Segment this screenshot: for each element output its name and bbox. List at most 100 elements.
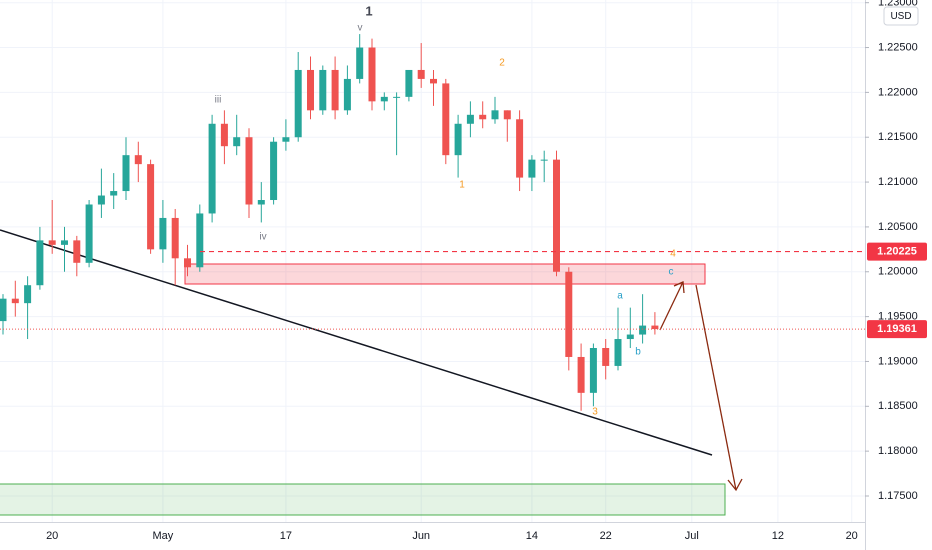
candle-body (479, 114, 487, 120)
y-tick-label: 1.18000 (878, 445, 918, 457)
wave-label: a (617, 291, 623, 302)
candle-body (393, 96, 401, 98)
x-tick-label: 20 (846, 530, 858, 542)
candle-body (503, 110, 511, 120)
candle-body (491, 110, 499, 120)
candle-body (24, 285, 32, 304)
candle-body (245, 137, 253, 205)
x-tick-label: 14 (526, 530, 538, 542)
candle-body (430, 78, 437, 84)
candle-body (589, 348, 597, 393)
wave-label: 1 (365, 3, 372, 18)
candle-body (331, 69, 339, 111)
price-tag (867, 242, 927, 261)
wave-label: iv (259, 232, 266, 243)
candle-body (577, 356, 585, 393)
candle-body (294, 69, 302, 138)
y-tick-label: 1.17500 (878, 490, 918, 502)
candle-body (97, 195, 105, 205)
y-tick-label: 1.21000 (878, 176, 918, 188)
currency: USD (890, 11, 911, 22)
wave-label: 3 (592, 407, 598, 418)
wave-label: 1 (459, 180, 465, 191)
candle-body (36, 240, 44, 286)
candle-body (565, 271, 573, 357)
currency-box[interactable] (883, 6, 919, 26)
candle-body (110, 191, 118, 196)
grid (0, 0, 865, 522)
y-tick-label: 1.20000 (878, 266, 918, 278)
trend-line (0, 229, 713, 456)
price-tag-label: 1.19361 (877, 323, 917, 335)
candle-body (220, 123, 228, 147)
candle-body (368, 47, 376, 102)
wave-label: 4 (670, 249, 676, 260)
x-tick-label: 20 (46, 530, 58, 542)
candle-body (233, 137, 241, 147)
candle-body (61, 240, 68, 245)
resistance-zone (184, 263, 706, 285)
y-tick-label: 1.18500 (878, 400, 918, 412)
arrow-head (727, 478, 743, 492)
candle-body (0, 298, 7, 322)
wave-label: iii (215, 95, 222, 106)
wave-label: 2 (499, 58, 505, 69)
candle-body (417, 69, 425, 79)
arrow-head (673, 281, 685, 294)
axis-labels: 1.23000 1.22500 1.22000 1.21500 1.21000 1.205… (46, 0, 918, 542)
candle-body (442, 83, 450, 156)
candle-body (528, 159, 536, 178)
price-tag (867, 320, 927, 339)
y-tick-label: 1.19500 (878, 311, 918, 323)
y-tick-label: 1.19000 (878, 355, 918, 367)
candle-body (614, 339, 622, 366)
candle-body (282, 137, 290, 142)
y-tick-label: 1.20500 (878, 221, 918, 233)
y-tick-label: 1.23000 (878, 0, 918, 9)
price-axis (866, 0, 932, 550)
candle-body (134, 155, 142, 165)
candle-body (147, 164, 155, 250)
candle-body (122, 155, 130, 192)
candle-body (626, 334, 634, 340)
y-tick-label: 1.21500 (878, 131, 918, 143)
candle-body (651, 325, 659, 330)
candle-body (516, 119, 524, 178)
candle-body (184, 258, 191, 268)
candle-body (159, 217, 167, 250)
candle-body (466, 114, 474, 124)
price-tag-label: 1.20225 (877, 245, 917, 257)
candle-body (602, 348, 610, 366)
projection-arrows (659, 281, 743, 492)
y-tick-label: 1.22500 (878, 41, 918, 53)
candle-body (553, 159, 560, 272)
candle-body (11, 298, 19, 304)
candle-body (270, 141, 278, 201)
candles (0, 34, 659, 411)
candle-body (356, 47, 364, 79)
candle-body (208, 123, 216, 214)
candle-body (380, 96, 388, 102)
arrow-up (659, 281, 684, 331)
candle-body (343, 78, 351, 111)
x-tick-label: 22 (600, 530, 612, 542)
candle-body (454, 123, 462, 156)
candle-body (639, 325, 647, 335)
x-tick-label: 12 (772, 530, 784, 542)
wave-label: c (669, 267, 674, 278)
x-tick-label: May (153, 530, 174, 542)
candle-body (257, 200, 265, 205)
target-zone (0, 483, 726, 516)
x-tick-label: Jun (412, 530, 430, 542)
candle-body (85, 204, 93, 263)
wave-label: b (635, 347, 641, 358)
arrow-down (695, 284, 737, 491)
candle-body (307, 69, 314, 111)
candle-body (405, 69, 413, 97)
wave-label: v (358, 23, 363, 34)
candle-body (319, 69, 327, 111)
candle-body (196, 213, 204, 268)
candle-body (48, 240, 56, 245)
time-axis (0, 523, 866, 550)
